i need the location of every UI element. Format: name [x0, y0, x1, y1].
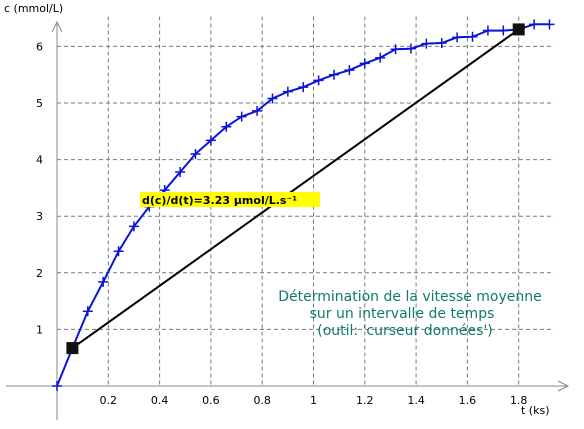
axes: [6, 20, 570, 420]
data-point-marker: [498, 25, 509, 36]
note-line-2: sur un intervalle de temps: [310, 306, 495, 322]
chord-endpoint-marker: [66, 342, 79, 355]
x-tick-label: 1.2: [356, 394, 374, 407]
data-point-marker: [98, 276, 109, 287]
data-point-marker: [436, 38, 447, 49]
data-point-marker: [421, 38, 432, 49]
x-tick-label: 0.6: [202, 394, 220, 407]
data-point-marker: [252, 105, 263, 116]
data-point-marker: [190, 148, 201, 159]
note-line-3: (outil: 'curseur données'): [317, 323, 493, 339]
chord-endpoint-marker: [512, 23, 525, 36]
data-point-marker: [359, 58, 370, 69]
tick-labels: 0.2 0.4 0.6 0.8 1 1.2 1.4 1.6 1.8 1 2 3 4 5 6: [36, 40, 527, 407]
y-axis-arrow: [51, 20, 63, 33]
x-tick-label: 1: [310, 394, 317, 407]
data-point-marker: [298, 82, 309, 93]
chord-segment: [71, 28, 520, 349]
data-point-marker: [344, 65, 355, 76]
data-point-marker: [221, 121, 232, 132]
x-tick-label: 1.8: [510, 394, 528, 407]
data-point-marker: [405, 43, 416, 54]
data-point-marker: [267, 93, 278, 104]
data-point-marker: [544, 19, 555, 30]
data-point-marker: [205, 135, 216, 146]
data-point-marker: [390, 44, 401, 55]
data-point-marker: [113, 246, 124, 257]
data-point-marker: [128, 221, 139, 232]
slope-label-text: d(c)/d(t)=3.23 µmol/L.s⁻¹: [142, 194, 297, 207]
x-tick-label: 0.4: [151, 394, 169, 407]
data-point-marker: [236, 111, 247, 122]
y-axis-label: c (mmol/L): [4, 2, 63, 15]
y-tick-label: 1: [36, 323, 43, 336]
data-point-marker: [282, 86, 293, 97]
note-text: Détermination de la vitesse moyenne sur …: [278, 289, 542, 339]
y-tick-label: 5: [36, 97, 43, 110]
data-point-marker: [375, 52, 386, 63]
note-line-1: Détermination de la vitesse moyenne: [278, 289, 542, 305]
y-tick-label: 3: [36, 210, 43, 223]
chord-line: [66, 23, 525, 355]
slope-label: d(c)/d(t)=3.23 µmol/L.s⁻¹: [140, 192, 320, 207]
x-axis-label: t (ks): [521, 404, 550, 417]
x-tick-label: 1.4: [407, 394, 425, 407]
data-point-marker: [52, 381, 62, 391]
data-point-marker: [482, 25, 493, 36]
slope-label-highlight: [140, 192, 320, 207]
x-tick-label: 1.6: [459, 394, 477, 407]
x-tick-label: 0.2: [100, 394, 118, 407]
data-point-marker: [467, 31, 478, 42]
data-point-marker: [329, 69, 340, 80]
data-point-marker: [175, 167, 186, 178]
data-point-marker: [529, 19, 540, 30]
x-axis-arrow: [557, 380, 570, 392]
data-point-marker: [452, 32, 463, 43]
data-point-marker: [313, 75, 324, 86]
x-tick-label: 0.8: [253, 394, 271, 407]
y-tick-label: 2: [36, 267, 43, 280]
data-series: [52, 19, 555, 391]
y-tick-label: 6: [36, 40, 43, 53]
y-tick-label: 4: [36, 154, 43, 167]
data-point-marker: [82, 306, 93, 317]
